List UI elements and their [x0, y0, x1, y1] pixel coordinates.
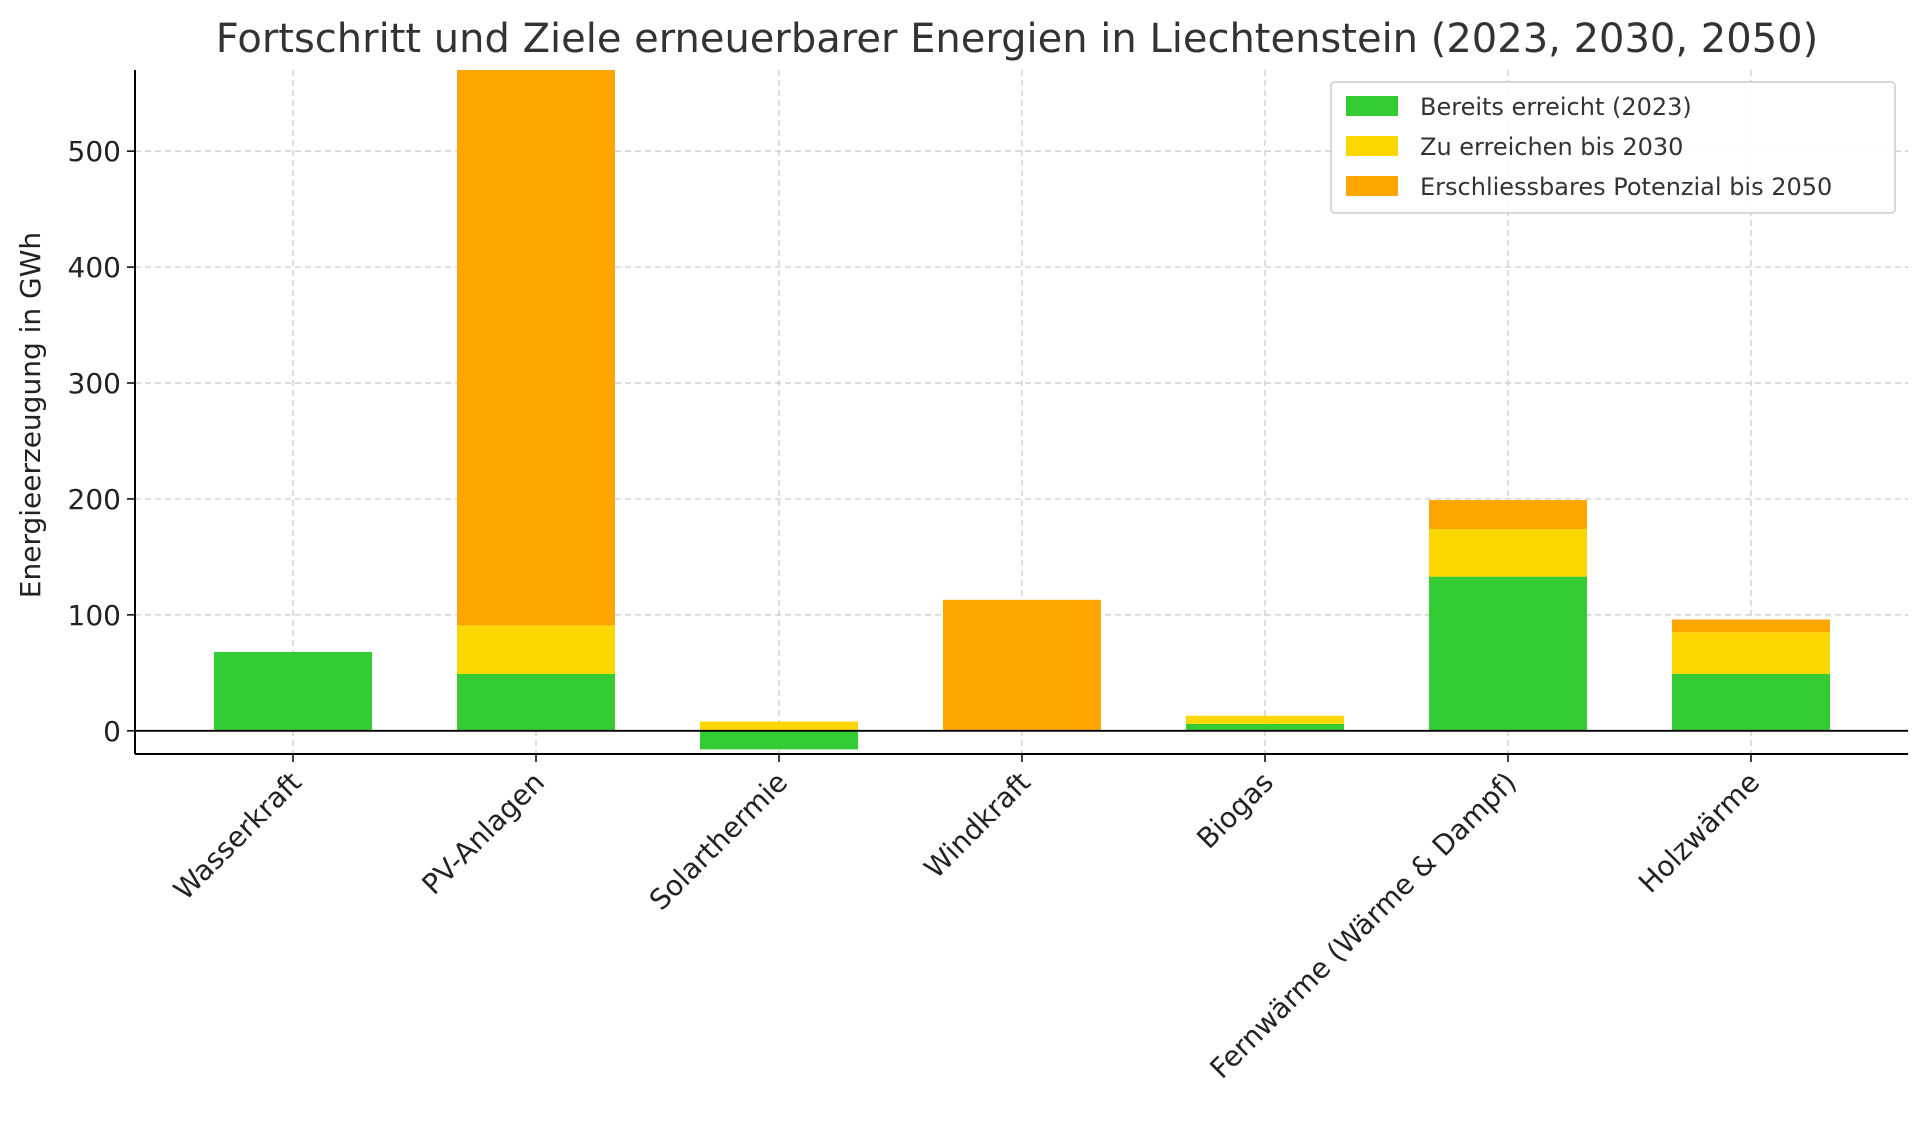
bar-segment [1672, 632, 1830, 675]
legend-label: Bereits erreicht (2023) [1420, 93, 1692, 121]
legend-swatch [1346, 136, 1398, 156]
chart-title: Fortschritt und Ziele erneuerbarer Energ… [216, 16, 1818, 62]
x-tick-label: Solarthermie [643, 766, 794, 917]
legend-swatch [1346, 176, 1398, 196]
bar-segment [1186, 723, 1344, 731]
x-tick-label: Wasserkraft [167, 766, 308, 907]
bar-segment [1429, 500, 1587, 530]
bar-segment [700, 721, 858, 731]
bar-segment [1429, 576, 1587, 731]
bar-segment [943, 599, 1101, 731]
bar-segment [214, 651, 372, 731]
legend: Bereits erreicht (2023) Zu erreichen bis … [1330, 81, 1896, 214]
bar-segment [700, 730, 858, 750]
legend-label: Zu erreichen bis 2030 [1420, 133, 1683, 161]
bar-segment [1186, 715, 1344, 724]
bar-segment [457, 674, 615, 731]
y-tick-label: 0 [103, 715, 121, 748]
y-tick-label: 500 [68, 135, 121, 168]
y-tick-label: 300 [68, 367, 121, 400]
x-tick-label: Windkraft [918, 766, 1037, 885]
y-axis-label: Energieerzeugung in GWh [14, 232, 47, 598]
x-tick-label: PV-Anlagen [416, 766, 551, 901]
legend-swatch [1346, 96, 1398, 116]
bar-segment [457, 70, 615, 626]
y-tick-label: 200 [68, 483, 121, 516]
x-tick-label: Biogas [1190, 766, 1280, 856]
y-tick-label: 400 [68, 251, 121, 284]
bar-segment [1672, 619, 1830, 633]
x-tick-label: Holzwärme [1632, 766, 1766, 900]
legend-label: Erschliessbares Potenzial bis 2050 [1420, 173, 1832, 201]
bars-layer [214, 70, 1830, 750]
bar-segment [457, 625, 615, 675]
legend-frame [1330, 81, 1896, 214]
bar-segment [1429, 529, 1587, 577]
y-tick-label: 100 [68, 599, 121, 632]
bar-segment [1672, 674, 1830, 731]
